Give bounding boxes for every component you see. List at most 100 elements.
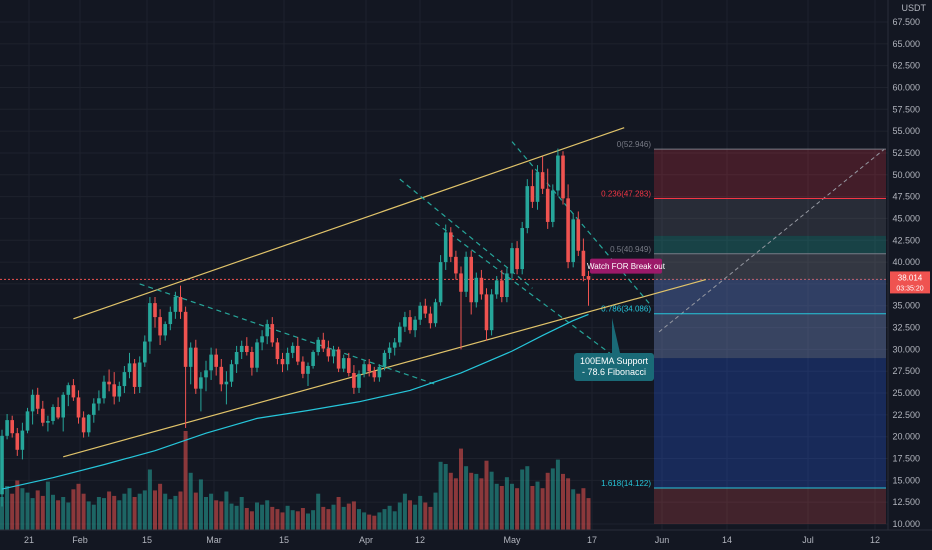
volume-bar — [112, 495, 117, 530]
volume-bar — [265, 500, 270, 530]
volume-bar — [581, 488, 586, 530]
support-note-box — [574, 353, 654, 381]
candle-body — [168, 311, 173, 325]
volume-bar — [499, 486, 504, 530]
candle-body — [66, 385, 71, 395]
breakout-note-text: Watch FOR Break out — [587, 262, 666, 271]
volume-bar — [561, 473, 565, 530]
volume-bar — [173, 495, 178, 530]
volume-bar — [81, 493, 86, 530]
volume-bar — [5, 486, 10, 530]
candle-body — [505, 273, 509, 298]
long-zone-box — [654, 358, 886, 489]
candle-body — [352, 372, 356, 388]
candle-body — [464, 256, 468, 292]
candle-body — [520, 228, 524, 270]
volume-bar — [30, 498, 35, 530]
candle-body — [234, 352, 239, 365]
candle-body — [20, 430, 25, 450]
candle-body — [586, 276, 591, 280]
volume-bar — [576, 493, 581, 530]
volume-bar — [377, 512, 382, 530]
volume-bar — [316, 493, 321, 530]
volume-bar — [204, 497, 208, 530]
candle-body — [158, 317, 162, 336]
time-tick-label: 15 — [279, 535, 289, 545]
volume-bar — [321, 506, 326, 530]
time-tick-label: Jun — [655, 535, 670, 545]
volume-bar — [290, 510, 295, 530]
volume-bar — [571, 489, 576, 530]
candle-body — [107, 381, 111, 385]
volume-bar — [479, 478, 484, 530]
candle-body — [143, 341, 147, 363]
candle-body — [224, 381, 229, 385]
volume-bar — [66, 502, 71, 530]
candle-body — [194, 347, 198, 389]
volume-bar — [474, 473, 479, 530]
volume-bar — [229, 503, 234, 530]
price-tick-label: 47.500 — [892, 192, 920, 202]
candle-body — [199, 377, 203, 389]
candle-body — [173, 297, 178, 312]
volume-bar — [102, 498, 106, 530]
volume-bar — [25, 492, 30, 530]
candle-body — [321, 339, 326, 349]
candle-body — [81, 417, 86, 433]
price-tick-label: 55.000 — [892, 126, 920, 136]
candle-body — [571, 219, 575, 263]
candle-body — [484, 294, 489, 331]
candle-body — [5, 420, 9, 436]
volume-bar — [107, 491, 112, 530]
candle-body — [255, 342, 259, 368]
volume-bar — [76, 483, 81, 530]
volume-bar — [402, 493, 407, 530]
volume-bar — [142, 490, 147, 530]
candle-body — [260, 336, 264, 343]
candle-body — [265, 324, 269, 337]
volume-bar — [280, 512, 285, 530]
entry-zone-box — [654, 279, 886, 359]
volume-bar — [387, 505, 392, 530]
candle-body — [306, 365, 310, 374]
volume-bar — [438, 461, 443, 530]
volume-bar — [168, 499, 173, 530]
candle-body — [540, 172, 545, 189]
candle-body — [51, 407, 55, 421]
candle-body — [188, 347, 193, 367]
candle-body — [71, 385, 76, 398]
volume-bar — [295, 511, 300, 530]
volume-bar — [20, 488, 25, 530]
volume-bar — [137, 493, 142, 530]
dashed-downtrend-line — [435, 222, 615, 357]
volume-bar — [91, 504, 96, 530]
candle-body — [204, 370, 208, 378]
volume-bar — [224, 491, 229, 530]
candle-body — [10, 420, 14, 434]
price-tick-label: 27.500 — [892, 366, 920, 376]
candle-body — [413, 319, 417, 331]
candle-body — [76, 397, 81, 418]
candle-body — [500, 280, 504, 298]
volume-bar — [453, 478, 458, 530]
volume-bar — [504, 477, 509, 530]
time-tick-label: 15 — [142, 535, 152, 545]
volume-bar — [428, 506, 433, 530]
volume-bar — [270, 506, 275, 530]
volume-bar — [96, 497, 101, 530]
volume-bar — [117, 500, 122, 530]
time-tick-label: Feb — [72, 535, 88, 545]
candle-body — [270, 324, 275, 343]
volume-bar — [285, 505, 290, 530]
price-tick-label: 50.000 — [892, 170, 920, 180]
volume-bar — [550, 468, 555, 530]
fib-level-label: 0.786(34.086) — [601, 305, 651, 314]
price-tick-label: 45.000 — [892, 213, 920, 223]
candle-body — [403, 317, 407, 327]
volume-bar — [489, 471, 494, 530]
volume-bar — [555, 459, 560, 530]
candle-body — [357, 373, 361, 388]
fibonacci-levels: 0(52.946) 0.236(47.283) 0.5(40.949) 0.786(3… — [601, 140, 886, 489]
